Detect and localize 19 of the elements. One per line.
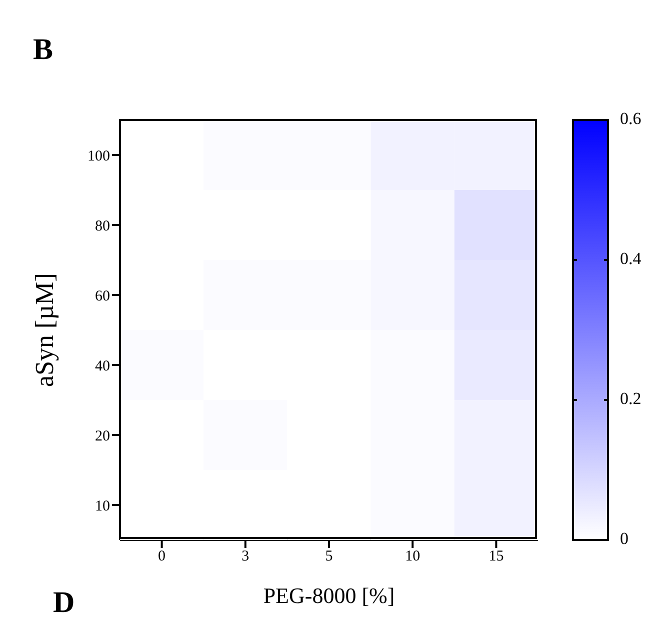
x-axis-title: PEG-8000 [%]: [262, 583, 396, 609]
y-tick-label: 40: [95, 358, 110, 374]
x-tick-label: 3: [242, 548, 250, 565]
x-tick-label: 15: [488, 548, 504, 565]
y-axis-title: aSyn [µM]: [30, 272, 60, 389]
color-bar-label: 0.4: [620, 248, 642, 268]
y-tick-label: 10: [95, 498, 110, 514]
y-tick-label: 60: [95, 288, 110, 304]
text: D: [53, 586, 75, 620]
y-tick-label: 100: [88, 148, 110, 164]
color-bar-label: 0.6: [620, 108, 642, 128]
y-tick-label: 80: [95, 218, 110, 234]
text: B: [33, 33, 54, 67]
color-bar-label: 0.2: [620, 388, 642, 408]
color-bar-label: 0: [620, 528, 628, 548]
x-tick-label: 0: [158, 548, 166, 565]
x-tick-label: 10: [405, 548, 420, 565]
x-tick-label: 5: [325, 548, 333, 565]
y-tick-label: 20: [95, 428, 110, 444]
